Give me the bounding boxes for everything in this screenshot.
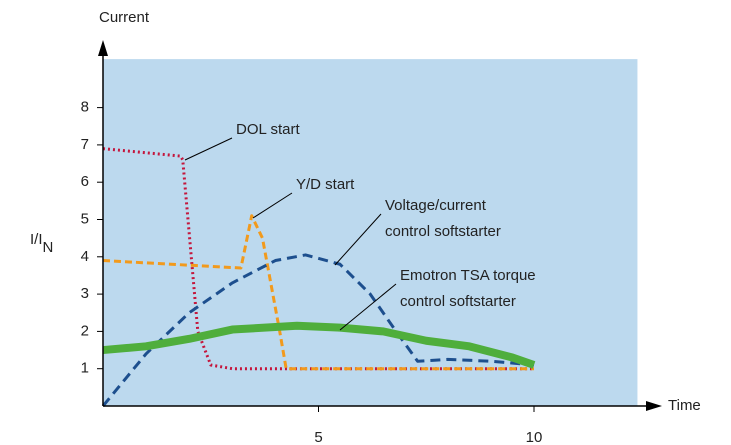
leader-line: [339, 283, 397, 331]
lines: [101, 147, 536, 407]
y-axis-label-sub: N: [43, 239, 54, 256]
series-annotation: DOL start: [236, 121, 300, 138]
y-tick-label: 7: [81, 136, 89, 153]
y-tick-label: 3: [81, 285, 89, 302]
series-annotation: Y/D start: [296, 176, 355, 193]
series-annotation: Voltage/current control softstarter: [385, 197, 501, 240]
x-tick-label: 5: [314, 429, 322, 445]
y-axis-title: Current: [99, 9, 150, 26]
leader-line: [184, 137, 233, 161]
leader-line: [252, 192, 293, 219]
series-line: [101, 253, 535, 407]
leader-line: [334, 213, 382, 266]
x-axis-title: Time: [668, 397, 701, 414]
series-annotation: Emotron TSA torque control softstarter: [400, 267, 536, 310]
x-axis-arrow: [646, 401, 662, 411]
y-axis-label-main: I/I: [30, 231, 43, 248]
series-line: [102, 214, 534, 371]
y-axis-arrow: [98, 40, 108, 56]
y-tick-label: 5: [81, 210, 89, 227]
y-tick-label: 1: [81, 360, 89, 377]
y-axis-label: I/IN: [30, 231, 53, 256]
series-line: [102, 321, 536, 369]
y-tick-label: 6: [81, 173, 89, 190]
plot-background: [103, 59, 638, 407]
y-tick-label: 4: [81, 248, 89, 265]
x-tick-label: 10: [526, 429, 543, 445]
y-tick-label: 2: [81, 322, 89, 339]
y-tick-label: 8: [81, 99, 89, 116]
